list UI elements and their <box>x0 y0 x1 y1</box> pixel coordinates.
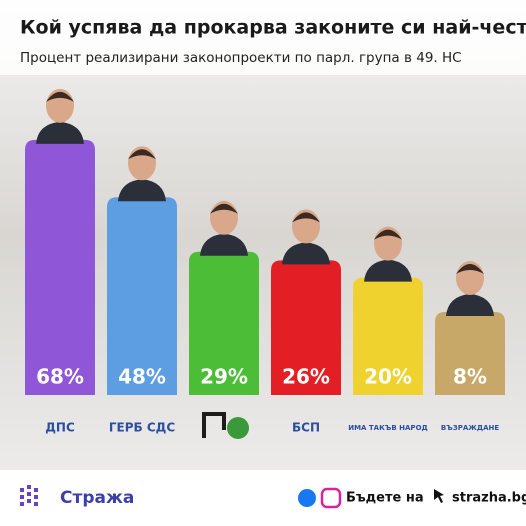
brand-name: Стража <box>60 488 134 508</box>
facebook-icon <box>298 489 316 507</box>
brand-logo <box>20 485 38 506</box>
bar <box>25 139 95 395</box>
portrait-hair <box>456 264 484 275</box>
bar <box>107 197 177 395</box>
portrait-body <box>364 259 412 282</box>
portrait-body <box>200 233 248 256</box>
bar <box>189 251 259 395</box>
footer-cta: Бъдете на <box>346 491 424 506</box>
party-logo <box>202 412 226 438</box>
party-logo-label: ДПС <box>45 421 75 435</box>
portrait-hair <box>374 229 402 240</box>
party-logo-label: ГЕРБ СДС <box>109 421 175 435</box>
footer-site[interactable]: strazha.bg <box>452 491 526 506</box>
value-label: 29% <box>200 365 248 389</box>
portrait-body <box>118 179 166 202</box>
header-band <box>0 0 526 75</box>
value-label: 68% <box>36 365 84 389</box>
party-logo-label: ИМА ТАКЪВ НАРОД <box>348 424 428 432</box>
portrait-body <box>282 242 330 265</box>
bar <box>435 312 505 395</box>
portrait-hair <box>210 203 238 214</box>
chart-title: Кой успява да прокарва законите си най-ч… <box>20 17 526 39</box>
value-label: 26% <box>282 365 330 389</box>
instagram-icon <box>320 487 342 509</box>
party-logo-label: ВЪЗРАЖДАНЕ <box>441 424 500 432</box>
cursor-icon <box>434 489 444 503</box>
portrait-hair <box>128 149 156 160</box>
value-label: 20% <box>364 365 412 389</box>
bar <box>271 260 341 395</box>
portrait-hair <box>292 212 320 223</box>
portrait-body <box>446 294 494 317</box>
party-logo <box>227 417 249 439</box>
party-logo-label: БСП <box>292 421 320 435</box>
value-label: 8% <box>453 365 487 389</box>
bar <box>353 277 423 395</box>
footer-band <box>0 470 526 526</box>
value-label: 48% <box>118 365 166 389</box>
portrait-hair <box>46 91 74 102</box>
chart-subtitle: Процент реализирани законопроекти по пар… <box>20 50 462 66</box>
portrait-body <box>36 121 84 144</box>
